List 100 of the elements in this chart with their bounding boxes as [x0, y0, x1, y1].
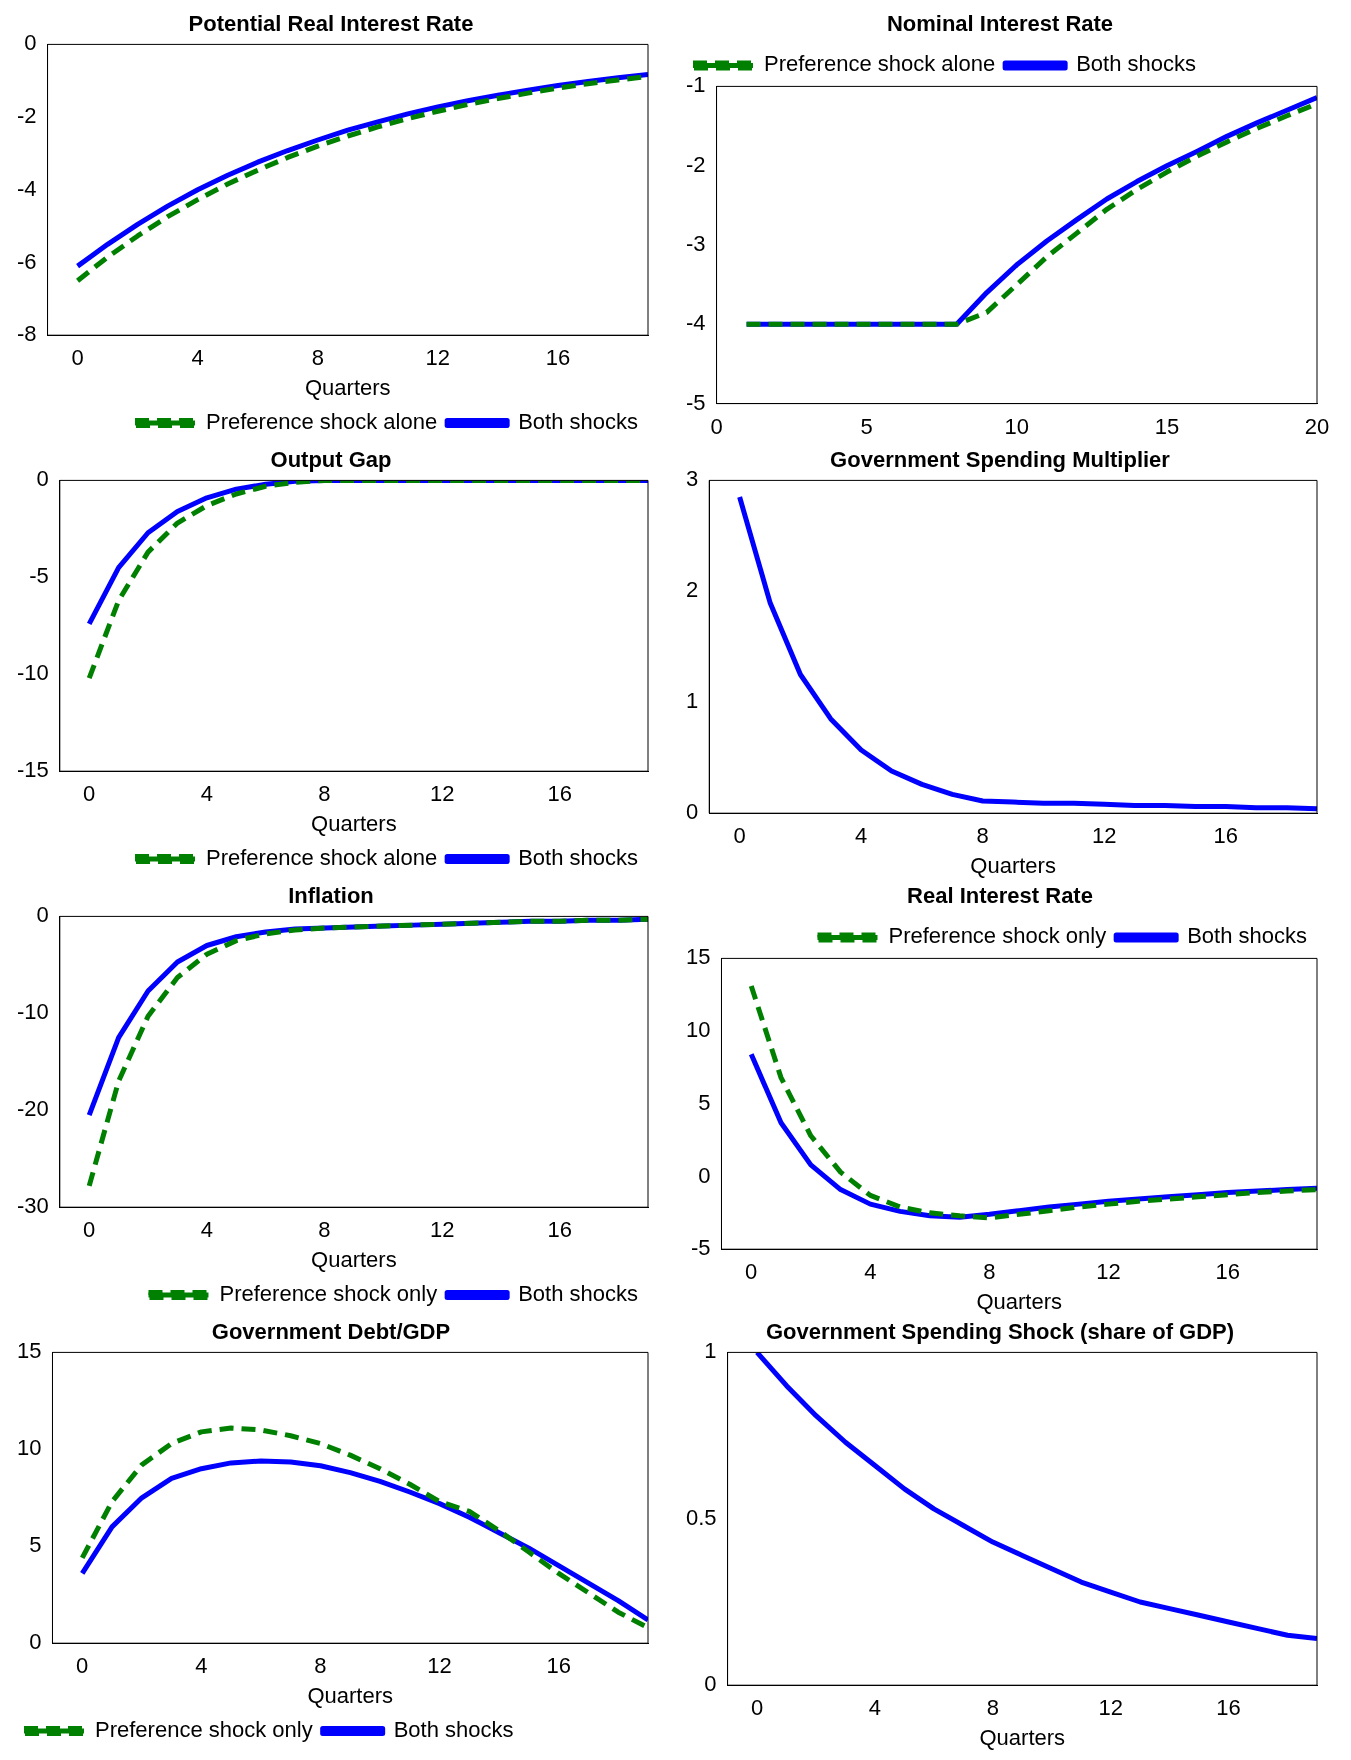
y-tick-label: -5	[686, 389, 706, 415]
y-tick-label: -2	[17, 103, 37, 129]
chart-title: Government Spending Shock (share of GDP)	[765, 1319, 1235, 1345]
y-tick-label: -5	[690, 1235, 711, 1261]
y-tick-label: 1	[685, 688, 699, 714]
y-tick-label: 0	[36, 902, 49, 928]
legend-label: Preference shock alone	[764, 51, 996, 77]
x-tick-label: 4	[855, 823, 868, 849]
x-tick-label: 0	[76, 1653, 89, 1679]
legend-label: Both shocks	[393, 1717, 514, 1743]
y-tick-label: -15	[17, 757, 49, 783]
y-tick-label: 0	[685, 799, 699, 825]
y-tick-label: 0.5	[685, 1504, 717, 1530]
x-tick-label: 10	[1004, 413, 1030, 439]
legend-label: Preference shock alone	[206, 845, 438, 871]
y-tick-label: 2	[685, 577, 699, 603]
x-tick-label: 4	[864, 1259, 877, 1285]
legend-label: Both shocks	[518, 1281, 638, 1307]
x-axis-title: Quarters	[976, 1288, 1063, 1314]
x-tick-label: 0	[83, 781, 96, 807]
y-tick-label: -4	[17, 175, 37, 201]
x-axis-title: Quarters	[311, 1246, 397, 1272]
y-tick-label: 3	[685, 466, 699, 492]
x-tick-label: 4	[191, 345, 204, 371]
x-tick-label: 12	[425, 345, 451, 371]
x-tick-label: 16	[1213, 823, 1239, 849]
legend-label: Preference shock only	[888, 923, 1107, 949]
x-tick-label: 12	[429, 1217, 455, 1243]
legend-label: Both shocks	[1187, 923, 1307, 949]
x-tick-label: 16	[546, 1653, 571, 1679]
x-tick-label: 0	[745, 1259, 758, 1285]
x-tick-label: 4	[868, 1695, 882, 1721]
x-tick-label: 20	[1304, 413, 1330, 439]
y-tick-label: -20	[17, 1096, 49, 1122]
x-tick-label: 12	[1098, 1695, 1123, 1721]
chart-title: Potential Real Interest Rate	[188, 11, 474, 37]
chart-title: Real Interest Rate	[907, 883, 1093, 909]
x-tick-label: 12	[1096, 1259, 1121, 1285]
legend-label: Both shocks	[518, 409, 638, 435]
y-tick-label: 0	[29, 1629, 42, 1655]
x-tick-label: 0	[733, 823, 746, 849]
y-tick-label: 1	[704, 1338, 717, 1364]
x-tick-label: 16	[547, 781, 573, 807]
x-tick-label: 8	[983, 1259, 996, 1285]
x-tick-label: 4	[200, 781, 213, 807]
x-tick-label: 4	[195, 1653, 208, 1679]
x-axis-title: Quarters	[307, 1682, 394, 1708]
legend-label: Both shocks	[1076, 51, 1196, 77]
legend-label: Preference shock only	[219, 1281, 438, 1307]
y-tick-label: 0	[698, 1162, 711, 1188]
x-tick-label: 8	[986, 1695, 999, 1721]
x-tick-label: 12	[427, 1653, 452, 1679]
x-tick-label: 12	[1092, 823, 1117, 849]
x-tick-label: 5	[860, 413, 873, 439]
y-tick-label: -1	[686, 72, 706, 98]
x-tick-label: 8	[976, 823, 989, 849]
y-tick-label: 0	[704, 1671, 717, 1697]
x-tick-label: 16	[547, 1217, 573, 1243]
chart-title: Nominal Interest Rate	[886, 11, 1114, 37]
y-tick-label: -3	[686, 231, 706, 257]
x-tick-label: 0	[71, 345, 84, 371]
x-axis-title: Quarters	[970, 852, 1056, 878]
y-tick-label: -8	[17, 321, 37, 347]
x-tick-label: 8	[311, 345, 324, 371]
y-tick-label: -5	[29, 563, 49, 589]
x-tick-label: 4	[200, 1217, 213, 1243]
y-tick-label: -30	[17, 1193, 49, 1219]
y-tick-label: -6	[17, 248, 37, 274]
y-tick-label: -4	[686, 310, 706, 336]
x-tick-label: 0	[83, 1217, 96, 1243]
x-tick-label: 15	[1154, 413, 1180, 439]
y-tick-label: 0	[36, 466, 49, 492]
chart-title: Output Gap	[270, 447, 392, 473]
x-tick-label: 12	[429, 781, 455, 807]
y-tick-label: 5	[698, 1089, 711, 1115]
x-tick-label: 8	[318, 781, 331, 807]
chart-title: Government Debt/GDP	[211, 1319, 451, 1345]
x-axis-title: Quarters	[304, 374, 391, 400]
x-tick-label: 8	[314, 1653, 327, 1679]
legend-label: Preference shock only	[95, 1717, 313, 1743]
y-tick-label: 10	[16, 1435, 42, 1461]
x-tick-label: 8	[318, 1217, 331, 1243]
x-tick-label: 0	[750, 1695, 764, 1721]
x-tick-label: 16	[1215, 1259, 1240, 1285]
y-tick-label: -10	[17, 660, 49, 686]
y-tick-label: -2	[686, 151, 706, 177]
y-tick-label: 15	[16, 1338, 42, 1364]
legend-label: Both shocks	[518, 845, 638, 871]
y-tick-label: -10	[17, 999, 49, 1025]
x-axis-title: Quarters	[311, 810, 397, 836]
legend-label: Preference shock alone	[206, 409, 438, 435]
y-tick-label: 10	[685, 1017, 711, 1043]
chart-title: Government Spending Multiplier	[830, 447, 1171, 473]
y-tick-label: 15	[685, 944, 711, 970]
x-axis-title: Quarters	[979, 1724, 1066, 1750]
x-tick-label: 16	[545, 345, 571, 371]
x-tick-label: 16	[1216, 1695, 1241, 1721]
chart-title: Inflation	[288, 883, 374, 909]
y-tick-label: 5	[29, 1532, 42, 1558]
y-tick-label: 0	[24, 30, 37, 56]
